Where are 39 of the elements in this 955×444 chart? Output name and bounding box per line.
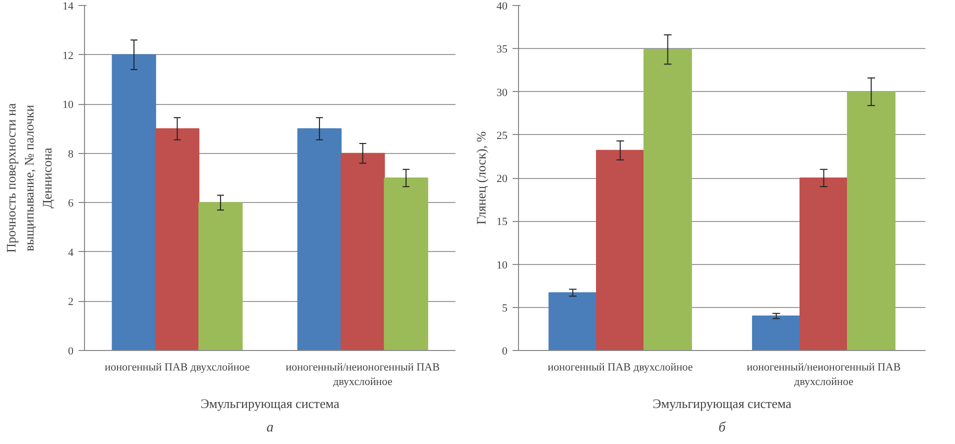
y-tick-label: 14 [62, 0, 74, 12]
y-tick-label: 0 [68, 346, 74, 358]
bar [643, 48, 692, 350]
x-tick-label: ионогенный ПАВ двухслойное [104, 362, 250, 374]
bar [112, 54, 156, 350]
x-tick-label: ионогенный ПАВ двухслойное [548, 362, 693, 374]
x-axis-title: Эмульгирующая система [200, 396, 340, 411]
x-axis-title: Эмульгирующая система [652, 396, 792, 411]
x-tick-label: ионогенный/неионогенный ПАВ двухслойное [746, 362, 901, 388]
text: а [266, 420, 274, 436]
y-tick-label: 5 [502, 302, 508, 314]
y-tick-label: 12 [62, 50, 74, 62]
y-tick-label: 10 [62, 99, 74, 112]
y-tick-label: 6 [68, 198, 74, 210]
bar [155, 128, 200, 350]
y-tick-label: 10 [496, 259, 508, 272]
bar [596, 150, 644, 350]
y-axis-title: Глянец (лоск), % [474, 131, 488, 225]
y-tick-label: 15 [496, 216, 508, 228]
y-tick-label: 25 [496, 130, 508, 142]
y-tick-label: 35 [496, 44, 508, 56]
bar [198, 202, 243, 350]
y-tick-label: 2 [68, 296, 74, 308]
y-tick-label: 4 [68, 246, 74, 259]
y-tick-label: 0 [502, 346, 508, 358]
y-tick-label: 8 [68, 148, 74, 160]
text: б [718, 420, 726, 436]
x-tick-label: ионогенный/неионогенный ПАВ двухслойное [286, 362, 440, 388]
bar [752, 316, 801, 350]
bar [800, 178, 848, 350]
y-tick-label: 20 [496, 173, 508, 185]
bar [846, 91, 896, 350]
bar [340, 152, 385, 350]
y-tick-label: 30 [496, 86, 508, 99]
bar [384, 178, 428, 350]
y-tick-label: 40 [496, 0, 508, 12]
y-axis-title: Прочность поверхности на выщипывание, № палочки Деннисона [4, 103, 54, 253]
bar [297, 128, 342, 350]
bar [548, 292, 598, 350]
